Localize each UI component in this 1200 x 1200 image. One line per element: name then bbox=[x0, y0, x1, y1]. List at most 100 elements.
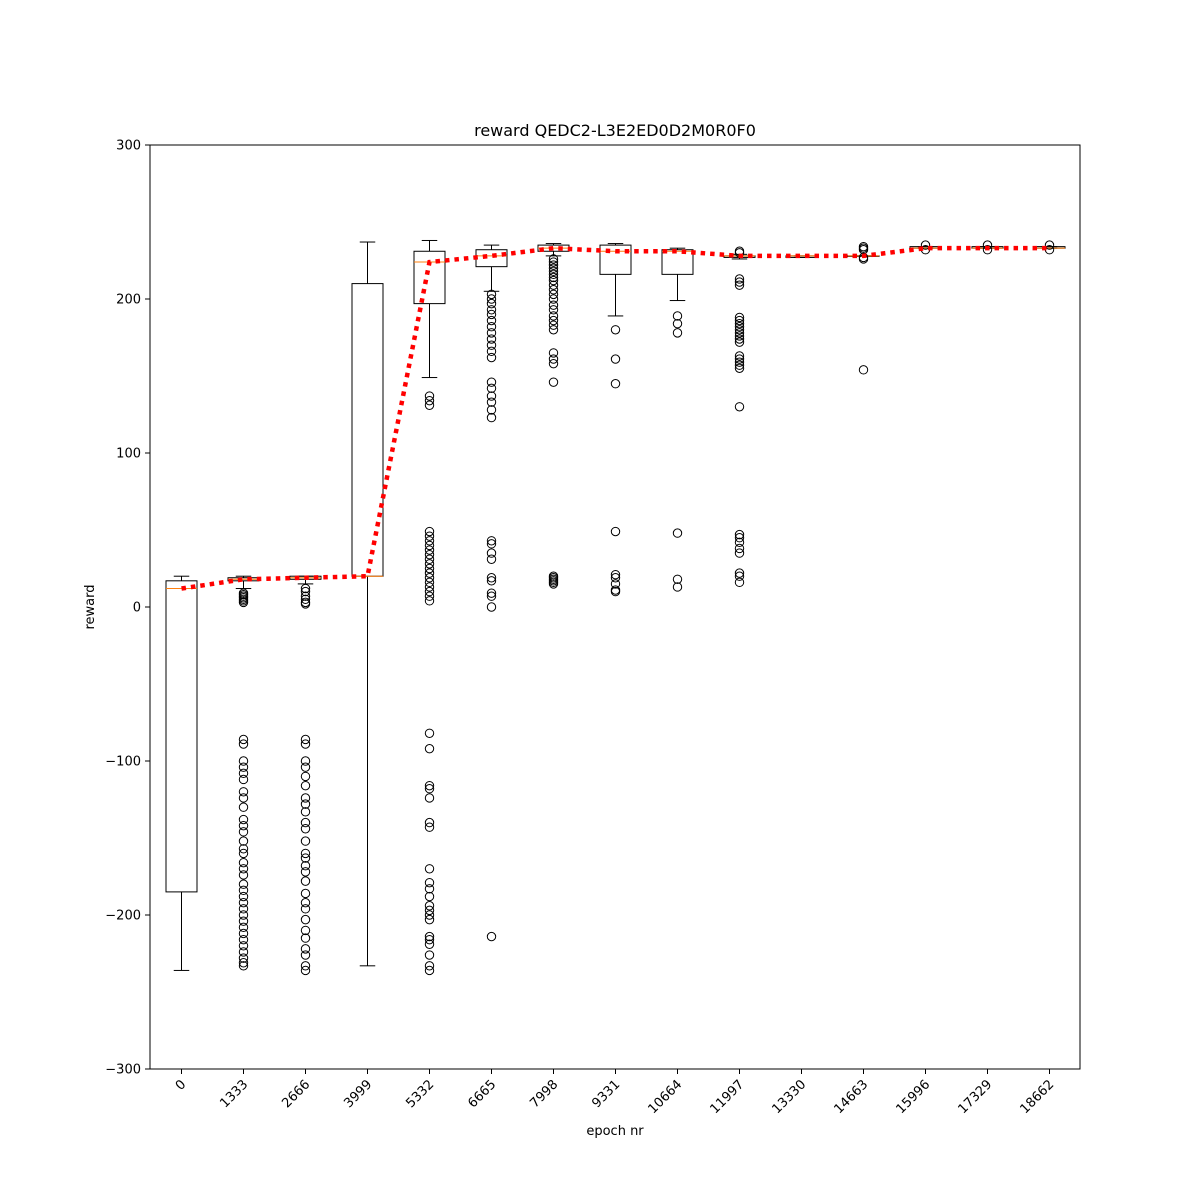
box-iqr bbox=[413, 250, 446, 305]
outlier-point bbox=[238, 739, 249, 749]
box-group bbox=[165, 575, 198, 971]
outlier-point bbox=[300, 965, 311, 976]
outlier-point bbox=[424, 591, 435, 601]
box-group bbox=[847, 241, 880, 375]
outlier-point bbox=[548, 275, 559, 286]
y-axis: −300 −200 −100 0 100 200 300 bbox=[105, 139, 150, 1078]
outlier-point bbox=[238, 928, 249, 939]
outlier-point bbox=[486, 305, 497, 315]
outlier-point bbox=[300, 853, 311, 863]
x-tick-label: 5332 bbox=[403, 1077, 437, 1111]
x-tick-label: 17329 bbox=[955, 1077, 995, 1117]
x-tick-label: 10664 bbox=[645, 1077, 685, 1117]
outlier-point bbox=[238, 941, 249, 951]
outlier-point bbox=[486, 322, 497, 332]
outlier-point bbox=[486, 405, 497, 415]
outlier-point bbox=[672, 311, 683, 321]
outlier-point bbox=[238, 910, 249, 920]
outlier-point bbox=[486, 391, 497, 401]
outlier-point bbox=[238, 916, 249, 926]
outlier-point bbox=[734, 363, 745, 373]
outlier-point bbox=[548, 272, 559, 283]
outlier-point bbox=[734, 331, 745, 341]
outlier-point bbox=[548, 579, 559, 589]
outlier-point bbox=[424, 884, 435, 894]
outlier-point bbox=[548, 285, 559, 295]
outlier-point bbox=[424, 577, 435, 588]
y-tick-label: 200 bbox=[116, 293, 141, 308]
outlier-point bbox=[486, 377, 497, 387]
outlier-point bbox=[486, 548, 497, 558]
outlier-point bbox=[424, 901, 435, 911]
outlier-point bbox=[734, 274, 745, 284]
x-tick-label: 0 bbox=[173, 1077, 189, 1093]
outlier-point bbox=[610, 354, 621, 364]
outlier-point bbox=[486, 412, 497, 423]
x-axis: 0 1333 2666 3999 5332 6665 7998 9331 10664 11997 1… bbox=[173, 1069, 1057, 1117]
box-iqr bbox=[599, 244, 632, 275]
outlier-point bbox=[424, 568, 435, 578]
outlier-point bbox=[424, 554, 435, 564]
outlier-point bbox=[1044, 240, 1055, 250]
outlier-point bbox=[734, 334, 745, 344]
outlier-point bbox=[238, 922, 249, 933]
outlier-point bbox=[424, 934, 435, 945]
outlier-point bbox=[486, 931, 497, 942]
outlier-point bbox=[548, 358, 559, 369]
outlier-point bbox=[238, 844, 249, 854]
x-tick-label: 2666 bbox=[279, 1077, 313, 1111]
outlier-point bbox=[300, 836, 311, 846]
outlier-point bbox=[238, 820, 249, 831]
outlier-point bbox=[548, 325, 559, 335]
mean-line bbox=[181, 245, 1050, 591]
outlier-point bbox=[238, 897, 249, 908]
outlier-point bbox=[300, 824, 311, 834]
outlier-point bbox=[424, 817, 435, 828]
outlier-point bbox=[610, 586, 621, 597]
outlier-point bbox=[548, 269, 559, 280]
outlier-point bbox=[734, 568, 745, 578]
outlier-point bbox=[486, 328, 497, 338]
outlier-point bbox=[734, 537, 745, 548]
outlier-point bbox=[486, 383, 497, 394]
outlier-point bbox=[300, 756, 311, 766]
outlier-point bbox=[486, 576, 497, 586]
outlier-point bbox=[424, 536, 435, 546]
outlier-point bbox=[486, 346, 497, 357]
box-iqr bbox=[475, 249, 508, 268]
box-group bbox=[909, 240, 942, 255]
outlier-point bbox=[424, 793, 435, 803]
outlier-point bbox=[300, 904, 311, 914]
outlier-point bbox=[734, 315, 745, 326]
outlier-point bbox=[424, 864, 435, 874]
box-group bbox=[661, 247, 694, 592]
outlier-point bbox=[300, 807, 311, 817]
box-group bbox=[723, 246, 756, 588]
box-series bbox=[165, 239, 1066, 976]
y-tick-label: −200 bbox=[105, 909, 141, 924]
outlier-point bbox=[300, 861, 311, 871]
outlier-point bbox=[734, 548, 745, 558]
outlier-point bbox=[238, 870, 249, 880]
x-tick-label: 11997 bbox=[707, 1077, 747, 1117]
outlier-point bbox=[672, 582, 683, 592]
outlier-point bbox=[548, 266, 559, 276]
outlier-point bbox=[548, 300, 559, 310]
outlier-point bbox=[486, 591, 497, 601]
outlier-point bbox=[486, 315, 497, 326]
outlier-point bbox=[300, 597, 311, 608]
outlier-point bbox=[734, 402, 745, 412]
y-tick-label: 100 bbox=[116, 447, 141, 462]
outlier-point bbox=[486, 289, 497, 300]
box-group bbox=[599, 243, 632, 597]
outlier-point bbox=[548, 280, 559, 290]
outlier-point bbox=[238, 827, 249, 837]
outlier-point bbox=[300, 771, 311, 782]
box-group bbox=[537, 243, 570, 589]
outlier-point bbox=[548, 289, 559, 300]
outlier-point bbox=[238, 885, 249, 896]
y-tick-label: −300 bbox=[105, 1063, 141, 1078]
outlier-point bbox=[486, 352, 497, 363]
outlier-point bbox=[486, 340, 497, 350]
outlier-point bbox=[300, 848, 311, 859]
